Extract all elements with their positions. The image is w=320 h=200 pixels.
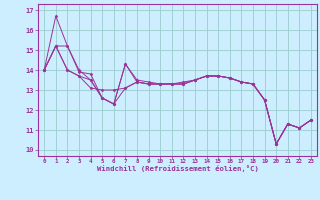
X-axis label: Windchill (Refroidissement éolien,°C): Windchill (Refroidissement éolien,°C) [97,165,259,172]
